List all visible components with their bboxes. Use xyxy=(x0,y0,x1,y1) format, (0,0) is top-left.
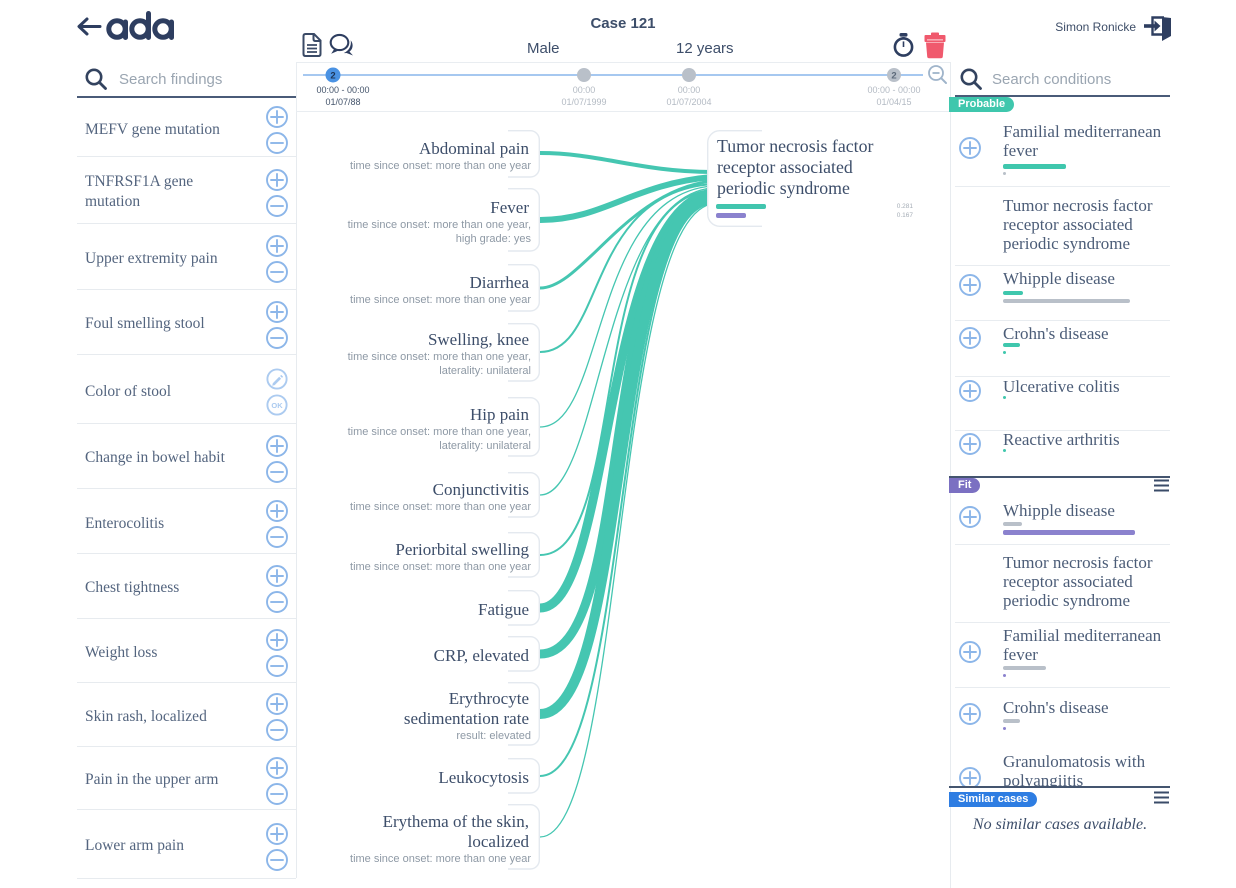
svg-text:2: 2 xyxy=(891,71,896,82)
svg-text:2: 2 xyxy=(330,71,335,82)
svg-text:OK: OK xyxy=(271,400,283,409)
